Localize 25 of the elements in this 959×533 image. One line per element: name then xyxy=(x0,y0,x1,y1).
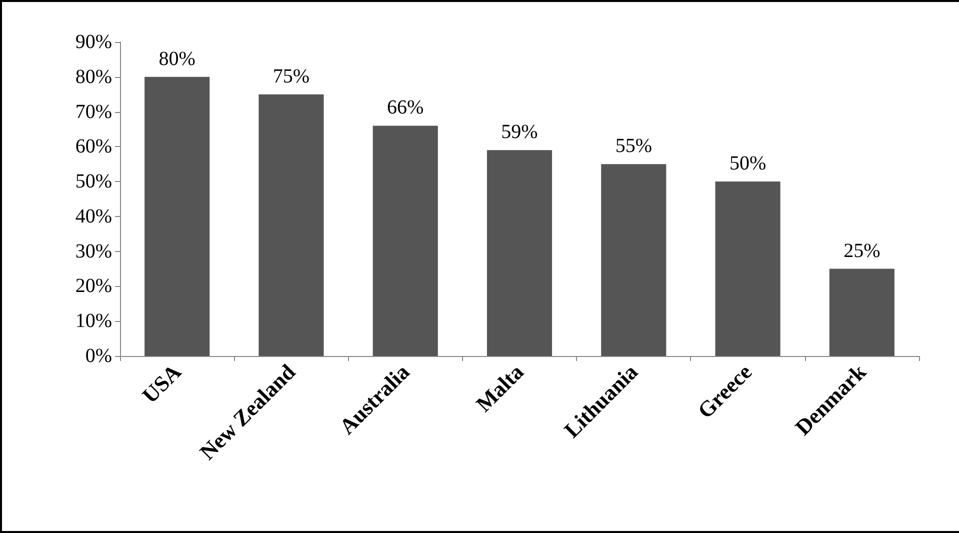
bar xyxy=(486,150,552,356)
data-label: 66% xyxy=(387,96,424,119)
data-label: 59% xyxy=(501,121,538,144)
y-tick-label: 0% xyxy=(85,345,112,367)
y-tick-label: 10% xyxy=(75,310,112,332)
y-tick-label: 40% xyxy=(75,205,112,228)
y-tick-label: 80% xyxy=(75,66,112,88)
bar xyxy=(372,126,438,356)
bar xyxy=(715,182,780,356)
data-label: 25% xyxy=(844,240,880,262)
y-tick-label: 30% xyxy=(75,240,112,262)
data-label: 80% xyxy=(158,48,196,70)
y-tick-label: 20% xyxy=(75,275,112,298)
y-tick-label: 70% xyxy=(75,100,112,123)
x-tick-label: USA xyxy=(137,359,186,408)
bar xyxy=(829,268,894,356)
bar xyxy=(258,94,324,356)
bar xyxy=(144,76,210,356)
y-tick-label: 60% xyxy=(75,136,112,158)
y-tick-label: 90% xyxy=(75,31,112,53)
bar xyxy=(601,164,666,356)
data-label: 50% xyxy=(729,152,766,175)
y-tick-label: 50% xyxy=(75,170,112,193)
data-label: 55% xyxy=(615,135,652,158)
data-label: 75% xyxy=(272,65,310,88)
